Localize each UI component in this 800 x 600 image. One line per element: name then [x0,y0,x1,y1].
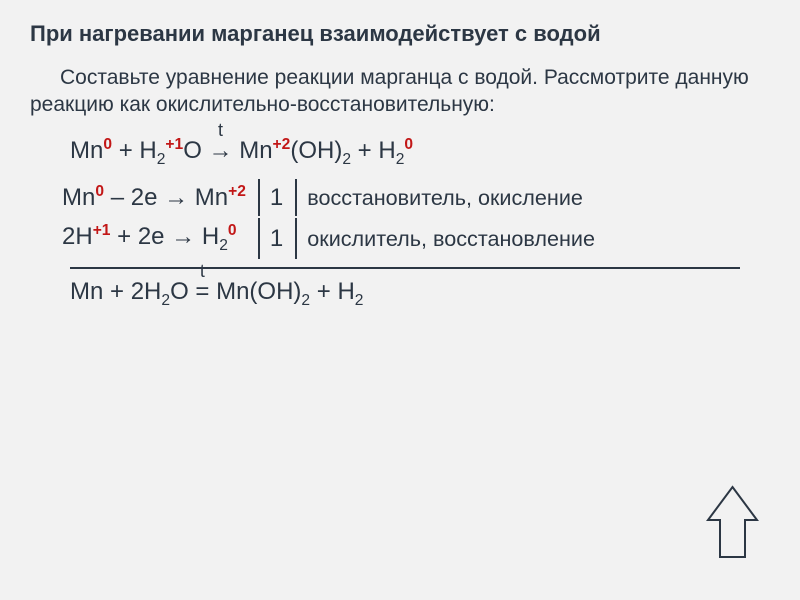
sub: 2 [342,151,351,168]
ox-state: +1 [165,136,183,153]
txt: Mn(OH) [209,278,301,305]
ox-state: 0 [228,222,237,239]
txt: 2H [62,223,93,250]
txt: O [183,137,208,164]
table-row: Mn0 – 2e → Mn+2 1 восстановитель, окисле… [62,179,605,217]
sub: 2 [219,237,228,254]
table-row: 2H+1 + 2e → H20 1 окислитель, восстановл… [62,218,605,259]
half-reactions: Mn0 – 2e → Mn+2 1 восстановитель, окисле… [40,177,760,261]
up-arrow-icon [705,485,760,560]
txt: + H [310,278,355,305]
txt: + H [112,137,157,164]
txt: + H [351,137,396,164]
eq1-mn: Mn [70,137,103,164]
page-title: При нагревании марганец взаимодействует … [0,0,800,59]
sub: 2 [355,292,364,309]
ox-state: 0 [95,183,104,200]
half-desc: окислитель, восстановление [295,218,605,259]
txt: – 2e → Mn [104,184,228,211]
sub: 2 [396,151,405,168]
ox-state: +2 [273,136,291,153]
txt: Mn + 2H [70,278,161,305]
ox-state: 0 [404,136,413,153]
coef-cell: 1 [258,179,293,217]
txt: Mn [233,137,273,164]
half-reaction-table: Mn0 – 2e → Mn+2 1 восстановитель, окисле… [60,177,607,261]
coef-cell: 1 [258,218,293,259]
txt: (OH) [290,137,342,164]
ox-state: 0 [103,136,112,153]
ox-state: +2 [228,183,246,200]
temp-label: t [218,118,223,143]
sub: 2 [161,292,170,309]
half-desc: восстановитель, окисление [295,179,605,217]
equals-sign: t= [195,275,209,309]
temp-label: t [200,259,205,284]
txt: + 2e → H [110,223,219,250]
txt: O [170,278,195,305]
task-intro: Составьте уравнение реакции марганца с в… [0,59,800,129]
reaction-arrow: t→ [209,134,233,168]
nav-up-button[interactable] [705,485,760,560]
divider [70,267,740,269]
txt: Mn [62,184,95,211]
equation-2: Mn + 2H2O t= Mn(OH)2 + H2 [40,275,760,312]
sub: 2 [301,292,310,309]
sub: 2 [157,151,166,168]
chemistry-block: Mn0 + H2+1O t→ Mn+2(OH)2 + H20 Mn0 – 2e … [0,134,800,311]
equation-1: Mn0 + H2+1O t→ Mn+2(OH)2 + H20 [40,134,760,171]
ox-state: +1 [93,222,111,239]
